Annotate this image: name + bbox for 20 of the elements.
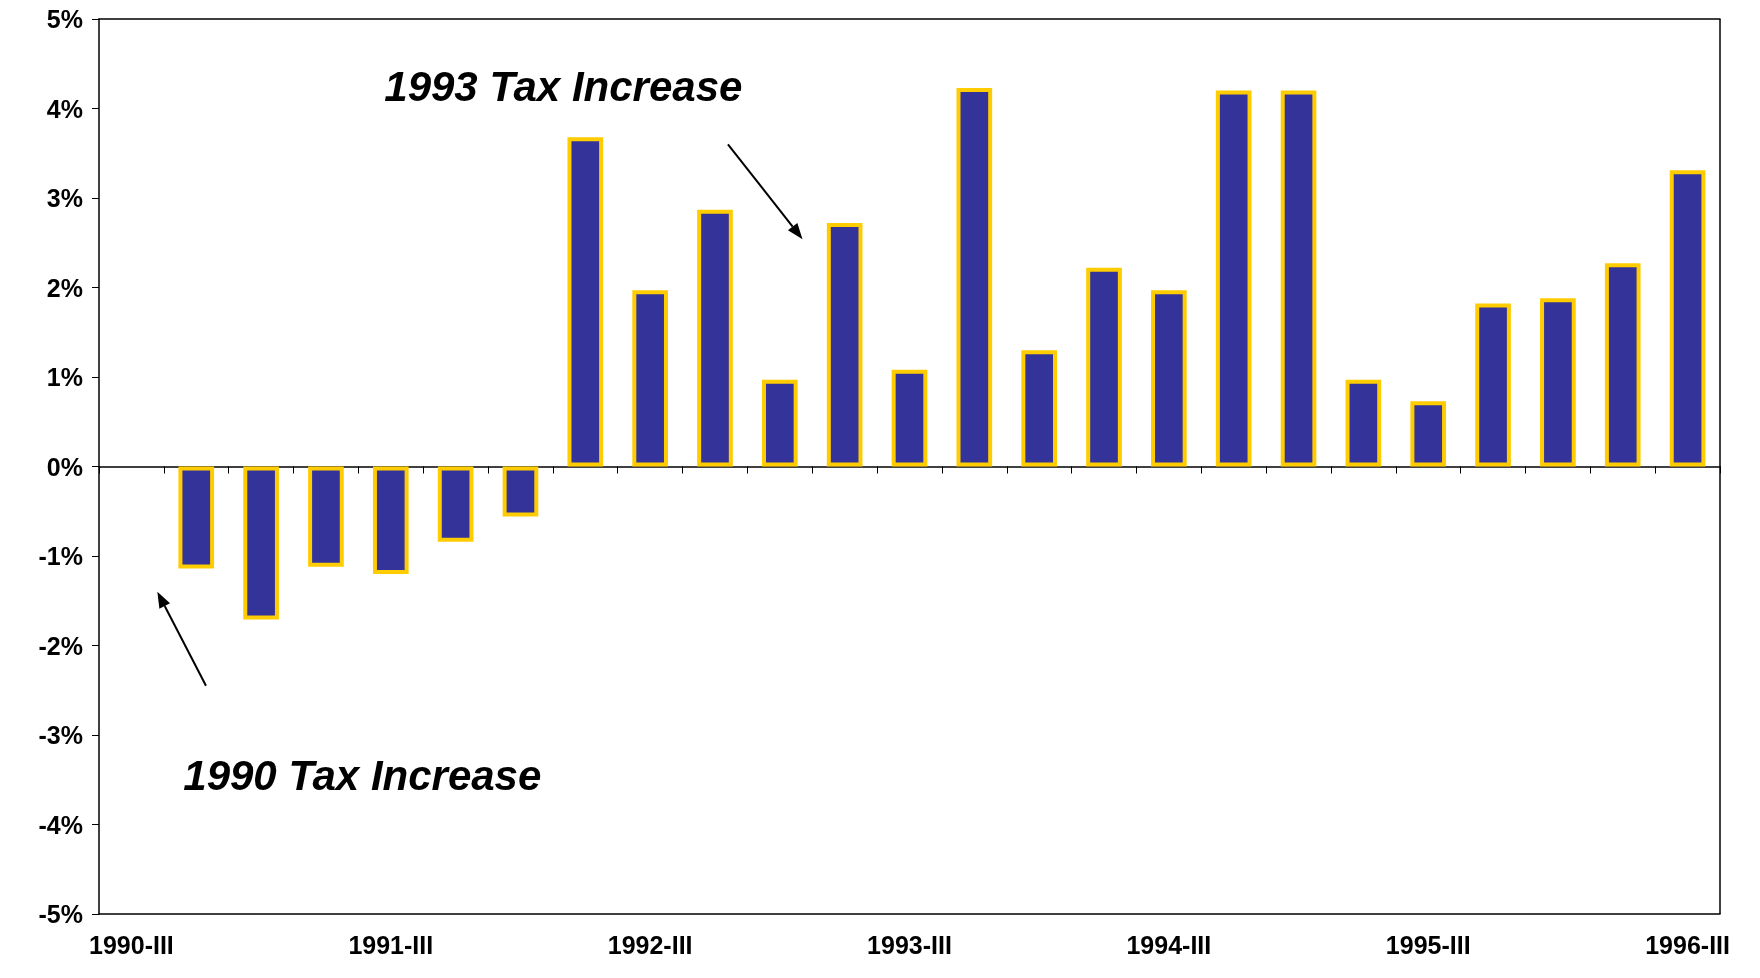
annotation: 1993 Tax Increase <box>384 62 743 110</box>
y-tick-label: -2% <box>38 631 83 660</box>
y-tick-label: 1% <box>46 363 83 391</box>
y-tick-label: 3% <box>46 184 83 212</box>
y-tick-label: -5% <box>38 900 83 928</box>
x-tick-label: 1993-III <box>867 930 952 959</box>
y-tick-label: 0% <box>46 452 83 481</box>
y-tick-label: 2% <box>46 273 83 302</box>
x-tick-label: 1995-III <box>1385 930 1471 959</box>
x-tick-label: 1992-III <box>607 930 693 959</box>
y-tick-label: -4% <box>38 810 83 839</box>
x-tick-label: 1994-III <box>1126 930 1212 959</box>
x-tick-label: 1996-III <box>1645 930 1730 959</box>
y-tick-label: 5% <box>46 5 83 33</box>
y-tick-label: -1% <box>38 542 83 570</box>
y-tick-label: -3% <box>38 721 83 749</box>
y-tick-label: 4% <box>46 94 83 123</box>
annotation: 1990 Tax Increase <box>183 751 542 799</box>
x-tick-label: 1990-III <box>89 930 174 959</box>
x-tick-label: 1991-III <box>348 930 434 959</box>
